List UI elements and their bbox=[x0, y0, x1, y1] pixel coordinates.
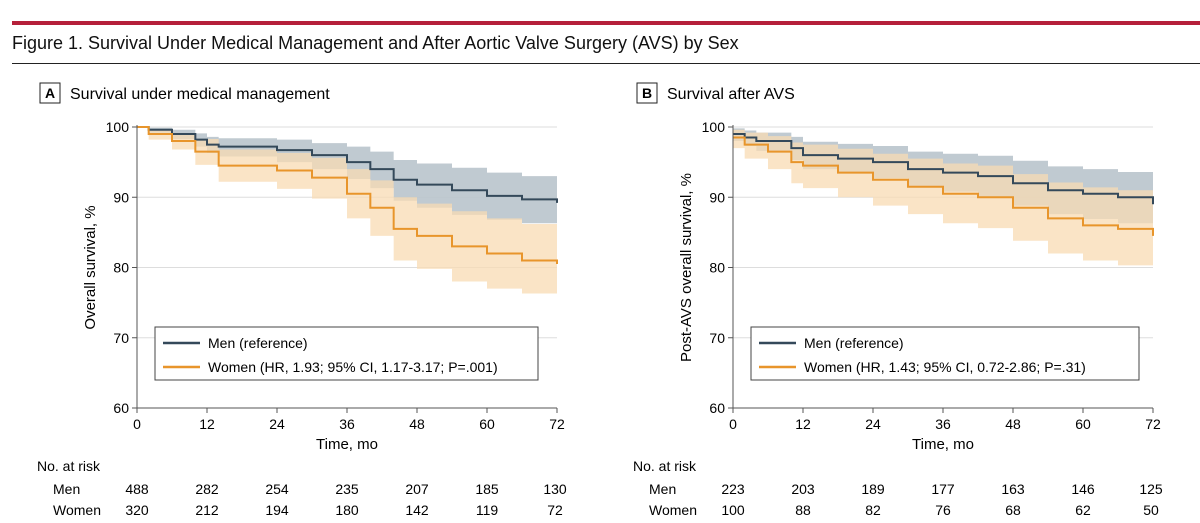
x-tick-label: 48 bbox=[409, 416, 425, 432]
risk-value: 203 bbox=[791, 481, 815, 497]
y-tick-label: 60 bbox=[709, 400, 725, 416]
risk-value: 142 bbox=[405, 502, 429, 518]
ci-band-women bbox=[733, 129, 1153, 275]
risk-value: 194 bbox=[265, 502, 289, 518]
survival-line-women bbox=[137, 126, 558, 264]
panel-label-box bbox=[39, 82, 61, 104]
x-tick-label: 72 bbox=[1145, 416, 1161, 432]
x-tick-label: 24 bbox=[865, 416, 881, 432]
risk-value: 50 bbox=[1143, 502, 1159, 518]
panel-label-box bbox=[636, 82, 658, 104]
risk-value: 119 bbox=[476, 502, 499, 518]
x-tick-label: 0 bbox=[729, 416, 737, 432]
title-rule bbox=[12, 63, 1200, 64]
panel-letter: B bbox=[642, 85, 652, 101]
y-tick-label: 80 bbox=[113, 260, 129, 276]
risk-row-group: Women bbox=[649, 502, 697, 518]
x-tick-label: 12 bbox=[199, 416, 215, 432]
risk-value: 82 bbox=[865, 502, 881, 518]
risk-table-label: No. at risk bbox=[37, 458, 101, 474]
risk-value: 177 bbox=[931, 481, 955, 497]
risk-value: 100 bbox=[721, 502, 745, 518]
y-tick-label: 100 bbox=[702, 119, 726, 135]
risk-value: 282 bbox=[195, 481, 219, 497]
risk-value: 320 bbox=[125, 502, 149, 518]
legend bbox=[750, 326, 1140, 381]
risk-value: 130 bbox=[543, 481, 567, 497]
x-axis-label: Time, mo bbox=[316, 436, 378, 453]
legend-label-women: Women (HR, 1.43; 95% CI, 0.72-2.86; P=.3… bbox=[804, 359, 1086, 375]
y-tick-label: 90 bbox=[113, 189, 129, 205]
y-tick-label: 100 bbox=[106, 119, 130, 135]
risk-value: 189 bbox=[861, 481, 885, 497]
risk-value: 185 bbox=[475, 481, 499, 497]
y-tick-label: 80 bbox=[709, 260, 725, 276]
survival-line-women bbox=[733, 136, 1154, 236]
x-axis-label: Time, mo bbox=[912, 436, 974, 453]
risk-value: 163 bbox=[1001, 481, 1025, 497]
risk-value: 76 bbox=[935, 502, 951, 518]
risk-value: 146 bbox=[1071, 481, 1095, 497]
risk-table-label: No. at risk bbox=[633, 458, 697, 474]
x-tick-label: 24 bbox=[269, 416, 285, 432]
x-tick-label: 36 bbox=[339, 416, 355, 432]
risk-value: 72 bbox=[547, 502, 563, 518]
survival-line-men bbox=[137, 126, 558, 203]
x-tick-label: 60 bbox=[479, 416, 495, 432]
risk-value: 212 bbox=[195, 502, 219, 518]
risk-value: 68 bbox=[1005, 502, 1021, 518]
risk-value: 488 bbox=[125, 481, 149, 497]
x-tick-label: 60 bbox=[1075, 416, 1091, 432]
x-tick-label: 48 bbox=[1005, 416, 1021, 432]
y-tick-label: 70 bbox=[113, 330, 129, 346]
legend-label-men: Men (reference) bbox=[208, 335, 308, 351]
y-axis-label: Post-AVS overall survival, % bbox=[678, 173, 695, 362]
x-tick-label: 12 bbox=[795, 416, 811, 432]
risk-value: 235 bbox=[335, 481, 359, 497]
y-tick-label: 60 bbox=[113, 400, 129, 416]
risk-value: 62 bbox=[1075, 502, 1091, 518]
risk-row-group: Women bbox=[53, 502, 101, 518]
risk-row-group: Men bbox=[649, 481, 676, 497]
risk-value: 207 bbox=[405, 481, 429, 497]
survival-line-men bbox=[733, 133, 1154, 205]
risk-value: 125 bbox=[1139, 481, 1163, 497]
x-tick-label: 0 bbox=[133, 416, 141, 432]
risk-row-group: Men bbox=[53, 481, 80, 497]
x-tick-label: 72 bbox=[549, 416, 565, 432]
ci-band-women bbox=[137, 127, 557, 296]
risk-value: 223 bbox=[721, 481, 745, 497]
legend-label-men: Men (reference) bbox=[804, 335, 904, 351]
y-tick-label: 90 bbox=[709, 189, 725, 205]
risk-value: 180 bbox=[335, 502, 359, 518]
accent-bar bbox=[12, 21, 1200, 25]
legend-label-women: Women (HR, 1.93; 95% CI, 1.17-3.17; P=.0… bbox=[208, 359, 498, 375]
panel-letter: A bbox=[45, 85, 55, 101]
panel-title: Survival under medical management bbox=[70, 86, 330, 103]
y-tick-label: 70 bbox=[709, 330, 725, 346]
y-axis-label: Overall survival, % bbox=[82, 205, 99, 329]
risk-value: 254 bbox=[265, 481, 289, 497]
legend bbox=[154, 326, 539, 381]
figure-title: Figure 1. Survival Under Medical Managem… bbox=[12, 33, 739, 53]
panel-title: Survival after AVS bbox=[667, 86, 795, 103]
x-tick-label: 36 bbox=[935, 416, 951, 432]
risk-value: 88 bbox=[795, 502, 811, 518]
